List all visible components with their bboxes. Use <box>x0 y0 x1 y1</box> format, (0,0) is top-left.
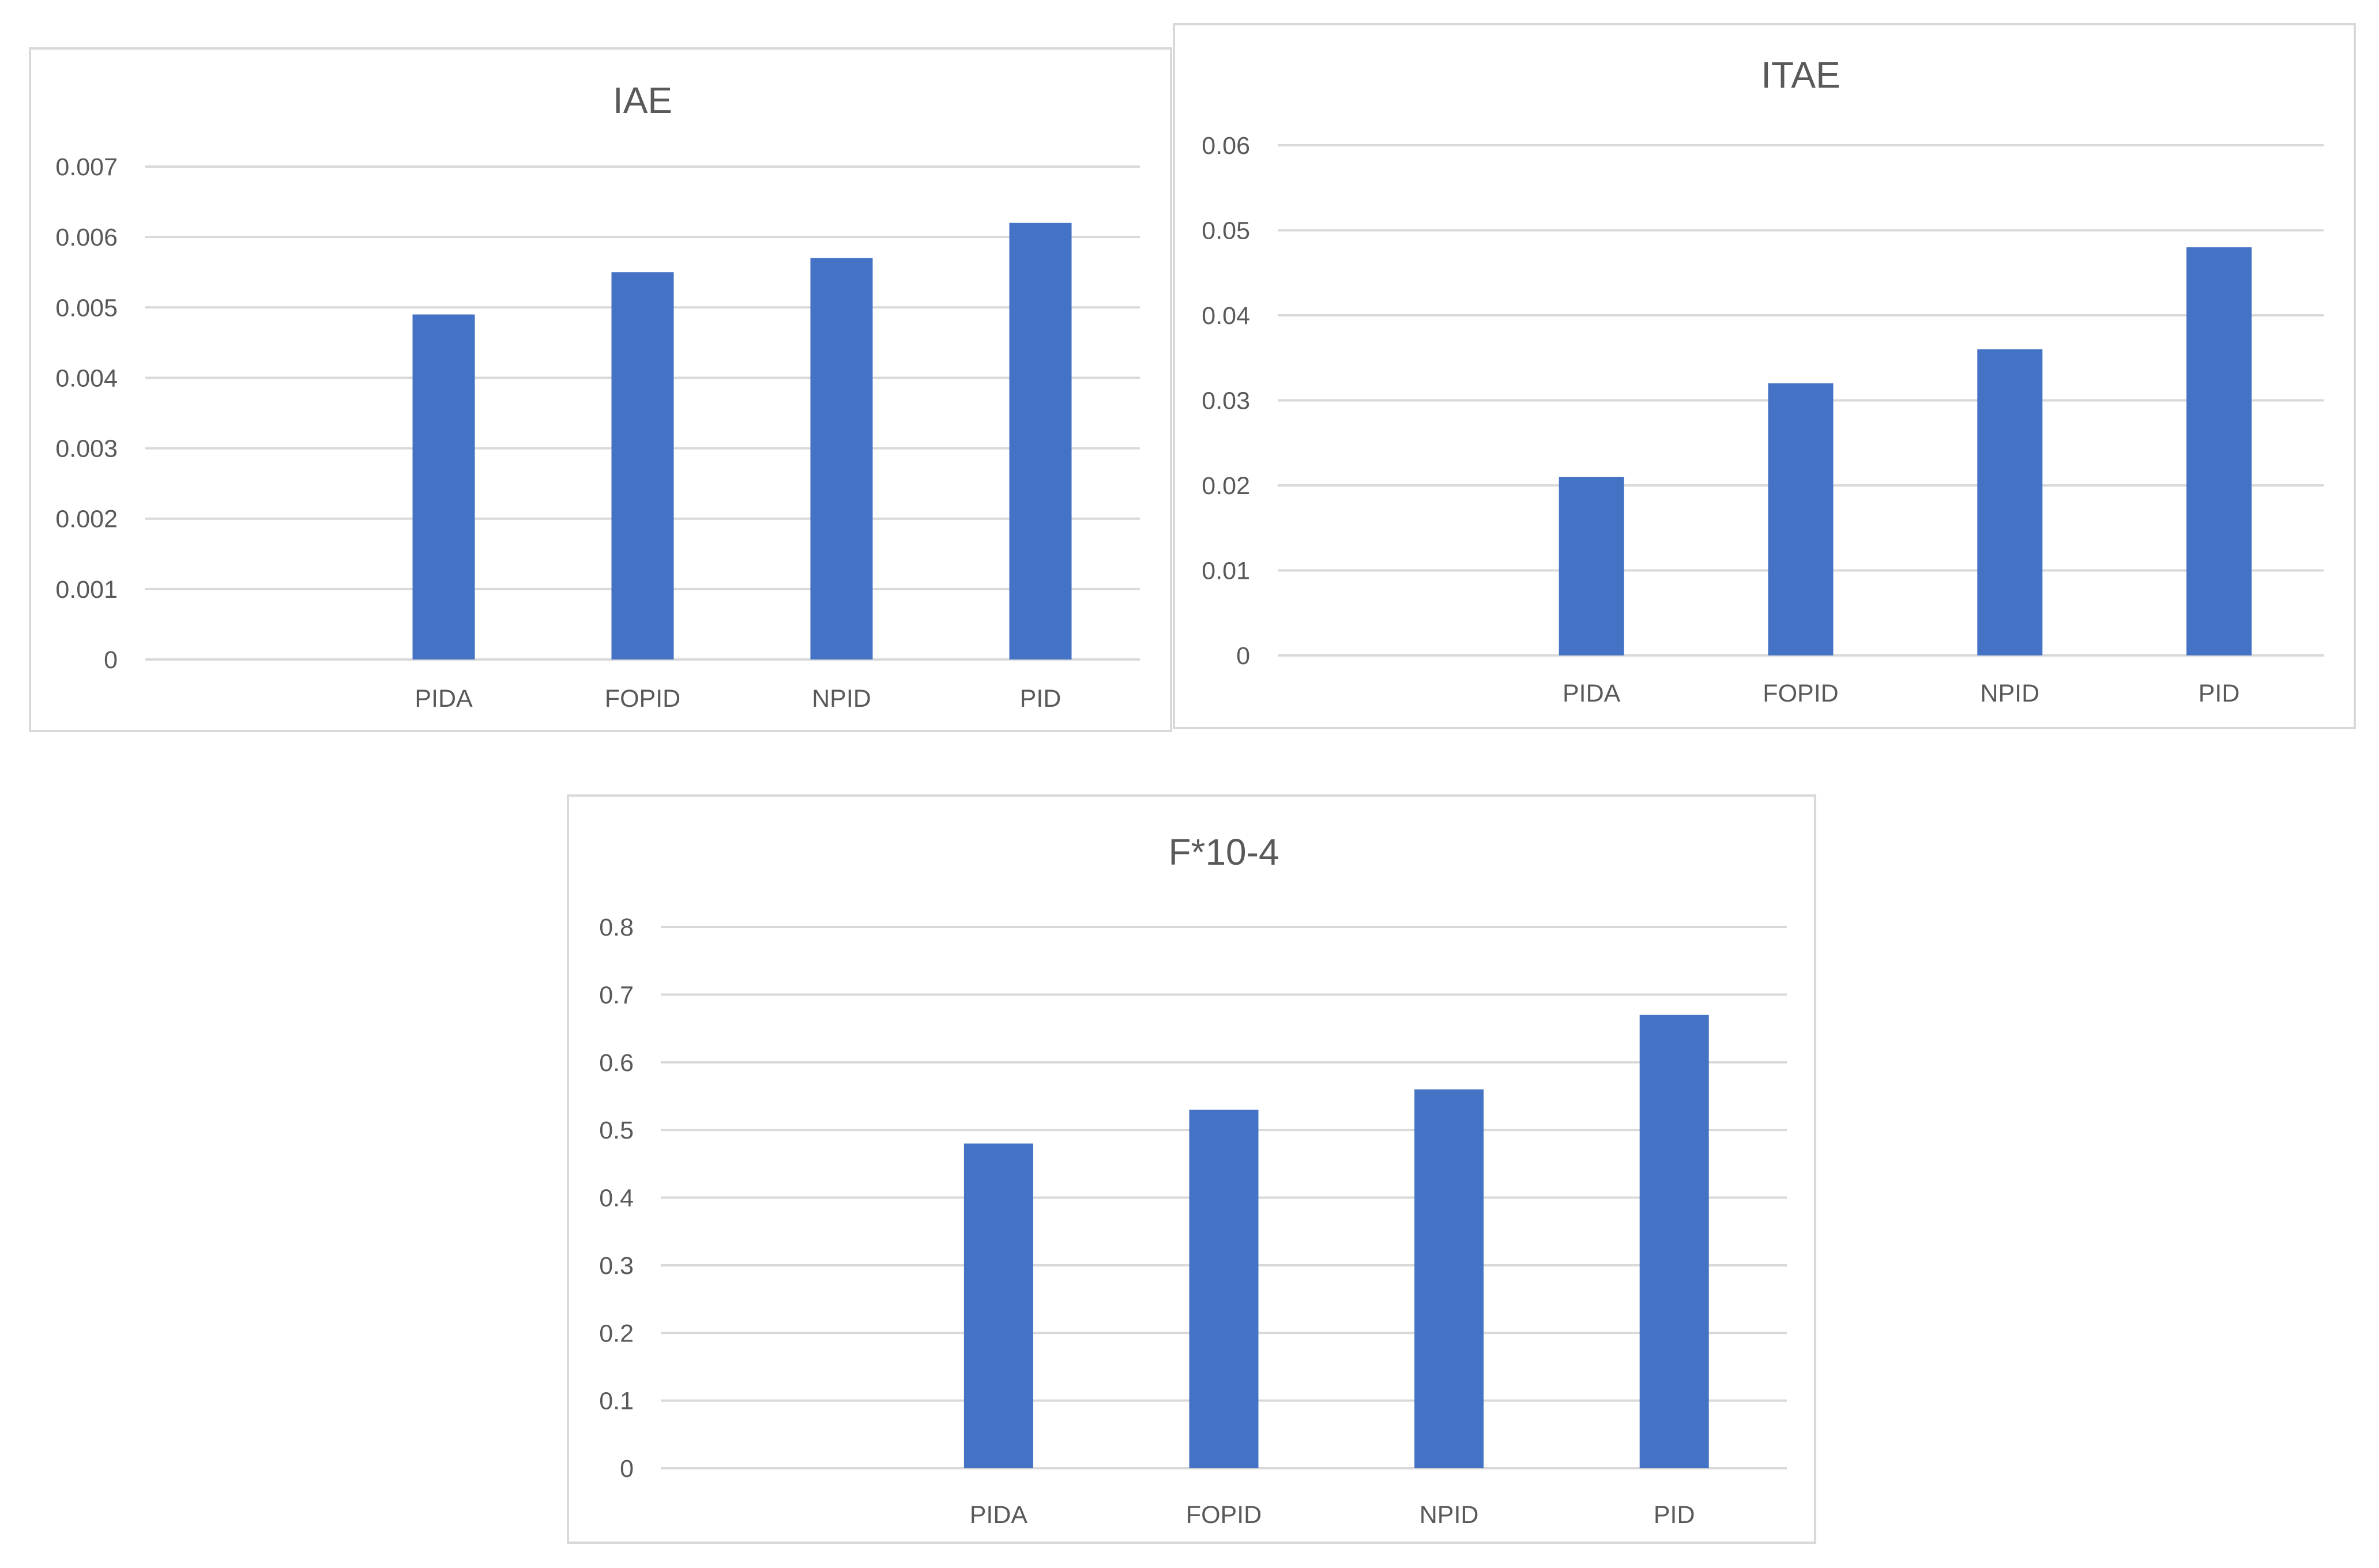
f-x-tick-label: PIDA <box>970 1501 1028 1529</box>
iae-y-tick-label: 0 <box>104 646 118 674</box>
f-bar-npid <box>1414 1089 1484 1468</box>
f-chart-title: F*10-4 <box>1168 831 1279 873</box>
iae-y-tick-label: 0.005 <box>55 294 118 322</box>
iae-y-tick-label: 0.004 <box>55 364 118 392</box>
f-y-tick-label: 0.1 <box>599 1388 634 1415</box>
iae-x-tick-label: NPID <box>812 685 871 713</box>
f-y-tick-label: 0.4 <box>599 1185 634 1212</box>
f-x-tick-label: NPID <box>1420 1501 1479 1529</box>
iae-bar-npid <box>810 258 873 659</box>
f-x-tick-label: FOPID <box>1186 1501 1262 1529</box>
iae-bar-fopid <box>611 272 674 659</box>
f-bar-pida <box>963 1143 1033 1468</box>
iae-y-tick-label: 0.001 <box>55 576 118 604</box>
itae-bar-pid <box>2186 247 2252 655</box>
f-bar-fopid <box>1189 1109 1259 1468</box>
iae-bar-pid <box>1009 223 1072 659</box>
f-y-tick-label: 0.2 <box>599 1320 634 1347</box>
iae-x-tick-label: PID <box>1020 685 1061 713</box>
f-y-tick-label: 0.3 <box>599 1252 634 1280</box>
itae-x-tick-label: PID <box>2199 680 2240 707</box>
itae-y-tick-label: 0.03 <box>1202 387 1250 415</box>
itae-bar-fopid <box>1768 383 1834 655</box>
itae-y-tick-label: 0.06 <box>1202 132 1250 160</box>
iae-y-tick-label: 0.007 <box>55 153 118 181</box>
chart-f-svg: F*10-4 0 0.1 0.2 0.3 0.4 0.5 0.6 0.7 0.8 PIDA FOPID… <box>599 831 1787 1529</box>
iae-y-tick-label: 0.003 <box>55 435 118 463</box>
itae-y-tick-label: 0 <box>1236 642 1250 670</box>
chart-iae-svg: IAE 0 0.001 0.002 0.003 0.004 0.005 0.006 0.007 P… <box>55 80 1140 713</box>
iae-x-tick-label: FOPID <box>605 685 680 713</box>
itae-chart-title: ITAE <box>1761 54 1840 96</box>
chart-f: F*10-4 0 0.1 0.2 0.3 0.4 0.5 0.6 0.7 0.8 PIDA FOPID… <box>567 794 1816 1544</box>
iae-chart-title: IAE <box>613 80 672 121</box>
iae-bar-pida <box>412 314 475 659</box>
iae-y-tick-label: 0.002 <box>55 506 118 533</box>
f-y-tick-label: 0.7 <box>599 981 634 1009</box>
itae-bar-npid <box>1977 349 2043 655</box>
chart-itae-svg: ITAE 0 0.01 0.02 0.03 0.04 0.05 0.06 PIDA FOPID NP… <box>1202 54 2324 707</box>
f-y-tick-label: 0.6 <box>599 1049 634 1077</box>
f-x-tick-label: PID <box>1654 1501 1695 1529</box>
chart-itae: ITAE 0 0.01 0.02 0.03 0.04 0.05 0.06 PIDA FOPID NP… <box>1173 23 2356 729</box>
f-bar-pid <box>1639 1015 1709 1468</box>
itae-bar-pida <box>1559 477 1624 655</box>
iae-x-tick-label: PIDA <box>415 685 473 713</box>
iae-y-tick-label: 0.006 <box>55 224 118 251</box>
itae-x-tick-label: PIDA <box>1563 680 1621 707</box>
itae-x-tick-label: NPID <box>1980 680 2039 707</box>
f-y-tick-label: 0 <box>620 1455 634 1483</box>
itae-y-tick-label: 0.01 <box>1202 557 1250 585</box>
itae-x-tick-label: FOPID <box>1763 680 1838 707</box>
f-y-tick-label: 0.8 <box>599 914 634 941</box>
f-y-tick-label: 0.5 <box>599 1117 634 1144</box>
chart-iae: IAE 0 0.001 0.002 0.003 0.004 0.005 0.006 0.007 P… <box>29 47 1172 732</box>
itae-y-tick-label: 0.04 <box>1202 302 1250 330</box>
itae-y-tick-label: 0.05 <box>1202 217 1250 245</box>
itae-y-tick-label: 0.02 <box>1202 472 1250 500</box>
